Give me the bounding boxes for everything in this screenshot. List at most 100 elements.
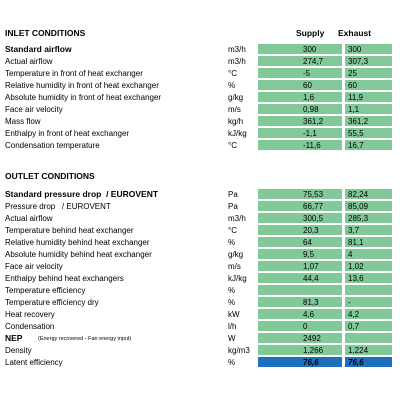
row-unit: kg/h bbox=[228, 117, 244, 126]
supply-cell bbox=[258, 140, 342, 150]
supply-value: -11,6 bbox=[303, 141, 321, 150]
exhaust-value: 25 bbox=[348, 69, 357, 78]
exhaust-cell bbox=[345, 56, 392, 66]
row-label: Actual airflow bbox=[5, 57, 53, 66]
exhaust-value: 13,6 bbox=[348, 274, 364, 283]
row-unit: % bbox=[228, 298, 236, 307]
exhaust-cell bbox=[345, 261, 392, 271]
exhaust-value: 85,09 bbox=[348, 202, 369, 211]
row-label: Enthalpy behind heat exchangers bbox=[5, 274, 124, 283]
supply-value: 76,6 bbox=[303, 358, 319, 367]
supply-cell bbox=[258, 116, 342, 126]
row-label: Density bbox=[5, 346, 32, 355]
row-label: Temperature efficiency dry bbox=[5, 298, 99, 307]
row-label: Absolute humidity behind heat exchanger bbox=[5, 250, 152, 259]
supply-cell bbox=[258, 345, 342, 355]
supply-cell bbox=[258, 104, 342, 114]
supply-value: 64 bbox=[303, 238, 312, 247]
row-unit: m/s bbox=[228, 105, 241, 114]
section-title: OUTLET CONDITIONS bbox=[5, 171, 95, 181]
row-unit: kg/m3 bbox=[228, 346, 250, 355]
supply-value: 75,53 bbox=[303, 190, 324, 199]
exhaust-value: 285,3 bbox=[348, 214, 369, 223]
row-unit: kJ/kg bbox=[228, 274, 247, 283]
supply-cell bbox=[258, 333, 342, 343]
exhaust-cell bbox=[345, 80, 392, 90]
exhaust-cell bbox=[345, 357, 392, 367]
supply-value: 66,77 bbox=[303, 202, 324, 211]
exhaust-value: 60 bbox=[348, 81, 357, 90]
supply-cell bbox=[258, 225, 342, 235]
supply-value: 9,5 bbox=[303, 250, 315, 259]
section-title: INLET CONDITIONS bbox=[5, 28, 86, 38]
supply-cell bbox=[258, 273, 342, 283]
row-unit: g/kg bbox=[228, 250, 244, 259]
supply-value: -5 bbox=[303, 69, 311, 78]
row-unit: % bbox=[228, 286, 236, 295]
supply-value: -1,1 bbox=[303, 129, 317, 138]
exhaust-cell bbox=[345, 104, 392, 114]
row-unit: °C bbox=[228, 226, 237, 235]
exhaust-cell bbox=[345, 237, 392, 247]
supply-cell bbox=[258, 249, 342, 259]
row-label: Temperature efficiency bbox=[5, 286, 86, 295]
exhaust-cell bbox=[345, 225, 392, 235]
row-label: Face air velocity bbox=[5, 262, 63, 271]
supply-cell bbox=[258, 297, 342, 307]
exhaust-cell bbox=[345, 189, 392, 199]
exhaust-value: 55,5 bbox=[348, 129, 364, 138]
exhaust-value: 81,1 bbox=[348, 238, 364, 247]
exhaust-value: 76,6 bbox=[348, 358, 364, 367]
supply-cell bbox=[258, 285, 342, 295]
row-unit: °C bbox=[228, 141, 237, 150]
supply-value: 274,7 bbox=[303, 57, 324, 66]
exhaust-cell bbox=[345, 309, 392, 319]
exhaust-cell bbox=[345, 213, 392, 223]
exhaust-value: 4,2 bbox=[348, 310, 360, 319]
exhaust-cell bbox=[345, 297, 392, 307]
supply-value: 1,266 bbox=[303, 346, 324, 355]
row-unit: Pa bbox=[228, 202, 238, 211]
supply-cell bbox=[258, 309, 342, 319]
supply-value: 2492 bbox=[303, 334, 321, 343]
row-label: Standard pressure drop / EUROVENT bbox=[5, 189, 159, 199]
exhaust-cell bbox=[345, 116, 392, 126]
supply-cell bbox=[258, 56, 342, 66]
exhaust-cell bbox=[345, 68, 392, 78]
row-label: Pressure drop / EUROVENT bbox=[5, 202, 111, 211]
exhaust-cell bbox=[345, 321, 392, 331]
row-unit: % bbox=[228, 358, 236, 367]
row-label: Enthalpy in front of heat exchanger bbox=[5, 129, 130, 138]
row-label: NEP bbox=[5, 333, 23, 343]
row-label: Latent efficiency bbox=[5, 358, 63, 367]
supply-value: 1,6 bbox=[303, 93, 315, 102]
row-unit: m3/h bbox=[228, 57, 246, 66]
supply-value: 20,3 bbox=[303, 226, 319, 235]
supply-value: 81,3 bbox=[303, 298, 319, 307]
exhaust-value: 11,9 bbox=[348, 93, 363, 102]
supply-value: 0,98 bbox=[303, 105, 319, 114]
row-label: Condensation bbox=[5, 322, 55, 331]
row-unit: W bbox=[228, 334, 236, 343]
supply-value: 300,5 bbox=[303, 214, 324, 223]
row-note: (Energy recovered - Fan energy input) bbox=[38, 336, 132, 342]
row-unit: m/s bbox=[228, 262, 241, 271]
column-header: Supply bbox=[296, 28, 325, 38]
row-label: Relative humidity in front of heat excha… bbox=[5, 81, 159, 90]
supply-cell bbox=[258, 44, 342, 54]
supply-cell bbox=[258, 201, 342, 211]
exhaust-value: 300 bbox=[348, 45, 362, 54]
row-unit: m3/h bbox=[228, 45, 246, 54]
supply-cell bbox=[258, 128, 342, 138]
exhaust-cell bbox=[345, 333, 392, 343]
supply-cell bbox=[258, 80, 342, 90]
row-unit: °C bbox=[228, 69, 237, 78]
row-label: Temperature in front of heat exchanger bbox=[5, 69, 143, 78]
exhaust-cell bbox=[345, 345, 392, 355]
exhaust-cell bbox=[345, 44, 392, 54]
exhaust-cell bbox=[345, 140, 392, 150]
column-header: Exhaust bbox=[338, 28, 372, 38]
row-label: Heat recovery bbox=[5, 310, 55, 319]
supply-cell bbox=[258, 189, 342, 199]
